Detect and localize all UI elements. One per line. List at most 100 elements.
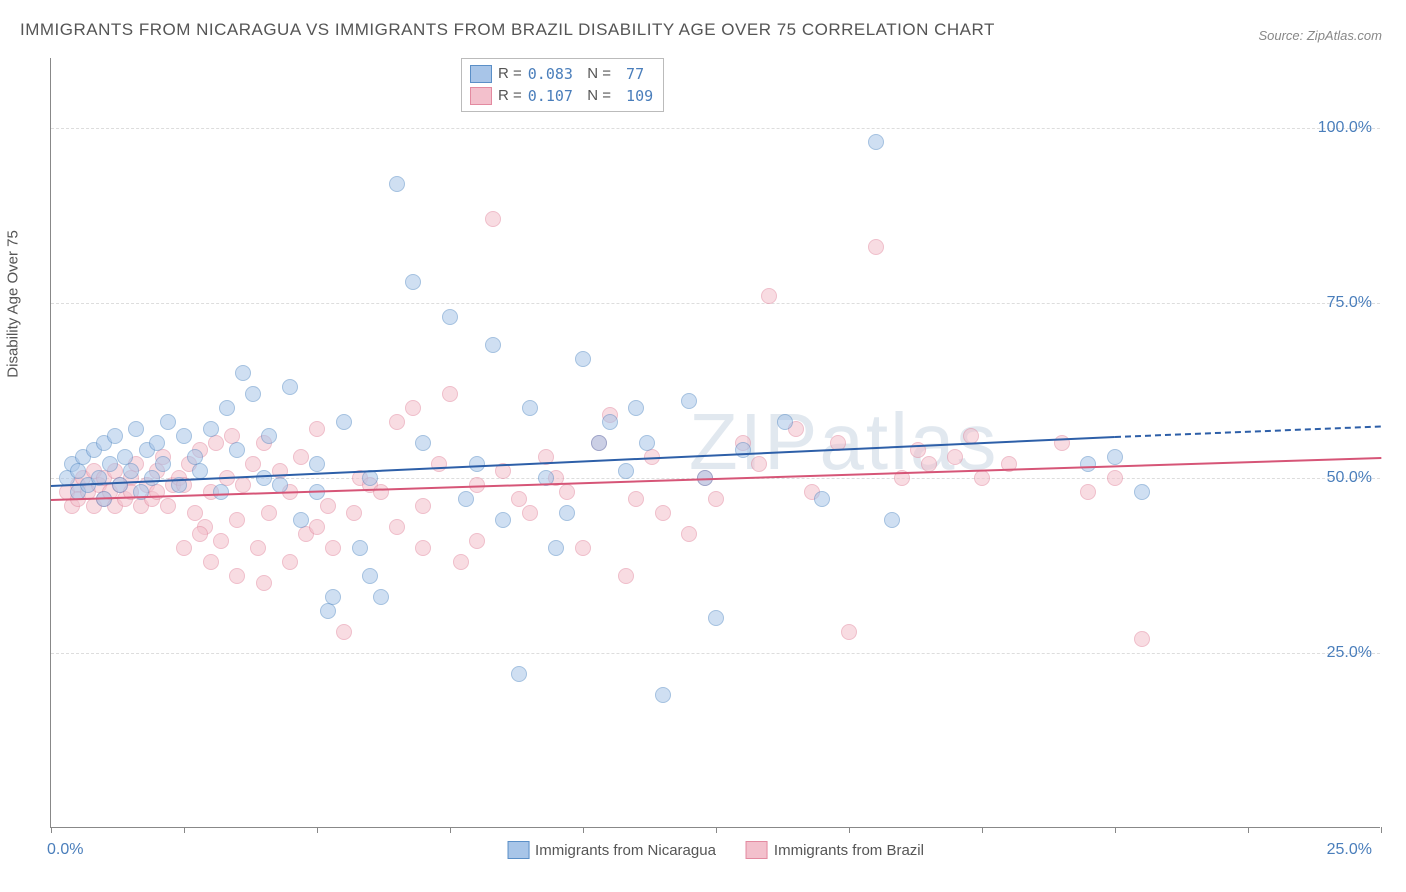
y-tick-label: 75.0% (1327, 294, 1372, 312)
scatter-point (192, 463, 208, 479)
scatter-point (735, 442, 751, 458)
scatter-point (618, 463, 634, 479)
scatter-point (1080, 456, 1096, 472)
scatter-point (389, 414, 405, 430)
scatter-point (442, 386, 458, 402)
scatter-point (282, 379, 298, 395)
legend-item: Immigrants from Brazil (746, 841, 924, 859)
scatter-point (213, 484, 229, 500)
scatter-point (352, 540, 368, 556)
gridline (51, 653, 1380, 654)
legend-r-value: 0.107 (528, 85, 573, 107)
scatter-point (203, 421, 219, 437)
scatter-point (974, 470, 990, 486)
scatter-point (681, 393, 697, 409)
scatter-point (362, 568, 378, 584)
scatter-point (1134, 631, 1150, 647)
scatter-point (522, 505, 538, 521)
scatter-point (389, 519, 405, 535)
scatter-point (618, 568, 634, 584)
scatter-point (309, 456, 325, 472)
scatter-point (245, 456, 261, 472)
scatter-point (293, 449, 309, 465)
legend-label: Immigrants from Nicaragua (535, 842, 716, 859)
scatter-point (235, 477, 251, 493)
scatter-point (373, 484, 389, 500)
scatter-point (559, 505, 575, 521)
scatter-point (761, 288, 777, 304)
scatter-point (282, 554, 298, 570)
scatter-point (575, 351, 591, 367)
scatter-point (187, 505, 203, 521)
scatter-point (245, 386, 261, 402)
plot-area: Disability Age Over 75 ZIPatlas R = 0.08… (50, 58, 1380, 828)
scatter-point (511, 491, 527, 507)
x-tick (450, 827, 451, 833)
scatter-point (628, 491, 644, 507)
scatter-point (1107, 470, 1123, 486)
x-tick (51, 827, 52, 833)
scatter-point (336, 624, 352, 640)
source-prefix: Source: (1258, 28, 1306, 43)
scatter-point (70, 463, 86, 479)
scatter-point (176, 428, 192, 444)
scatter-point (229, 568, 245, 584)
scatter-point (405, 400, 421, 416)
scatter-point (208, 435, 224, 451)
scatter-point (453, 554, 469, 570)
x-tick (583, 827, 584, 833)
x-tick (982, 827, 983, 833)
scatter-point (1107, 449, 1123, 465)
y-tick-label: 100.0% (1318, 119, 1372, 137)
scatter-point (309, 519, 325, 535)
scatter-point (921, 456, 937, 472)
legend-item: Immigrants from Nicaragua (507, 841, 716, 859)
stats-legend: R = 0.083 N = 77R = 0.107 N = 109 (461, 58, 664, 112)
scatter-point (522, 400, 538, 416)
scatter-point (708, 491, 724, 507)
legend-n-label: N = (579, 63, 611, 85)
scatter-point (639, 435, 655, 451)
scatter-point (1134, 484, 1150, 500)
scatter-point (261, 505, 277, 521)
scatter-point (655, 687, 671, 703)
x-axis-min-label: 0.0% (47, 841, 83, 859)
legend-r-value: 0.083 (528, 63, 573, 85)
scatter-point (868, 239, 884, 255)
y-axis-title: Disability Age Over 75 (5, 230, 22, 378)
scatter-point (628, 400, 644, 416)
scatter-point (681, 526, 697, 542)
scatter-point (123, 463, 139, 479)
scatter-point (309, 421, 325, 437)
scatter-point (102, 456, 118, 472)
scatter-point (431, 456, 447, 472)
x-tick (317, 827, 318, 833)
gridline (51, 303, 1380, 304)
scatter-point (192, 526, 208, 542)
scatter-point (229, 442, 245, 458)
scatter-point (320, 498, 336, 514)
legend-n-label: N = (579, 85, 611, 107)
scatter-point (415, 435, 431, 451)
x-tick (849, 827, 850, 833)
scatter-point (325, 589, 341, 605)
scatter-point (575, 540, 591, 556)
legend-n-value: 77 (617, 63, 644, 85)
stats-legend-row: R = 0.083 N = 77 (470, 63, 653, 85)
scatter-point (160, 498, 176, 514)
scatter-point (373, 589, 389, 605)
scatter-point (442, 309, 458, 325)
source-link[interactable]: ZipAtlas.com (1307, 28, 1382, 43)
scatter-point (495, 512, 511, 528)
scatter-point (160, 414, 176, 430)
scatter-point (485, 211, 501, 227)
scatter-point (415, 540, 431, 556)
scatter-point (256, 575, 272, 591)
scatter-point (219, 400, 235, 416)
scatter-point (203, 554, 219, 570)
scatter-point (256, 470, 272, 486)
scatter-point (814, 491, 830, 507)
scatter-point (415, 498, 431, 514)
scatter-point (947, 449, 963, 465)
scatter-point (1080, 484, 1096, 500)
